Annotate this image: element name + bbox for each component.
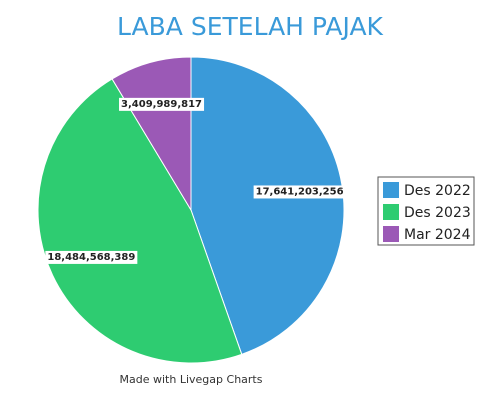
legend-swatch <box>383 182 399 198</box>
legend-label: Des 2023 <box>404 205 471 221</box>
pie-slice <box>111 56 192 212</box>
value-label-bg <box>253 185 346 199</box>
value-label-group: 17,641,203,256 <box>253 185 346 199</box>
chart-title: LABA SETELAH PAJAK <box>117 12 383 41</box>
legend-swatch <box>383 204 399 220</box>
value-label-group: 18,484,568,389 <box>45 250 138 264</box>
legend-swatch <box>383 226 399 242</box>
legend-label: Mar 2024 <box>404 227 471 243</box>
legend-label: Des 2022 <box>404 183 471 199</box>
value-label: 18,484,568,389 <box>47 252 135 263</box>
pie-slice <box>37 78 243 364</box>
value-label-bg <box>45 250 138 264</box>
pie-slice <box>190 56 345 355</box>
credit: Made with Livegap Charts <box>120 373 263 386</box>
value-label-bg <box>119 97 205 111</box>
value-label: 3,409,989,817 <box>121 99 202 110</box>
value-label: 17,641,203,256 <box>256 186 344 197</box>
value-label-group: 3,409,989,817 <box>119 97 205 111</box>
